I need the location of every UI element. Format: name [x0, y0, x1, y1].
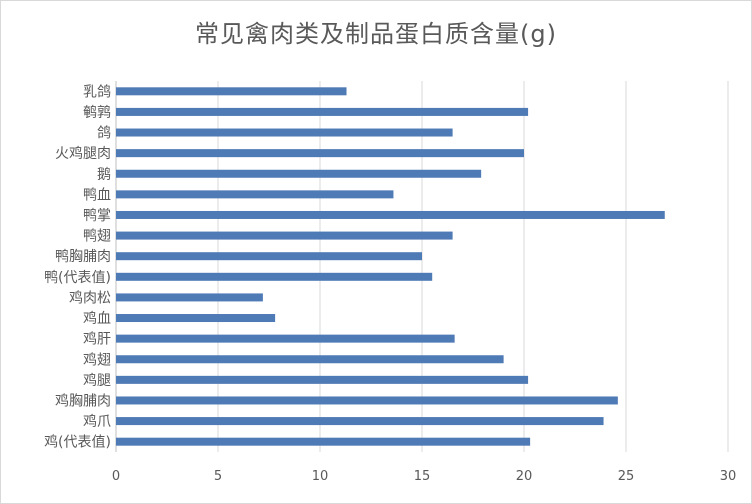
bar-鸡爪	[116, 417, 604, 426]
category-label-鸡(代表值): 鸡(代表值)	[44, 434, 111, 451]
bar-鸡胸脯肉	[116, 396, 618, 405]
bar-鸡腿	[116, 375, 529, 384]
category-label-鹅: 鹅	[97, 166, 111, 183]
category-label-鸭(代表值): 鸭(代表值)	[44, 270, 111, 286]
category-label-鸡血: 鸡血	[83, 310, 111, 327]
bar-鸡翅	[116, 355, 504, 364]
bar-鸡肉松	[116, 293, 263, 302]
bar-鸭胸脯肉	[116, 252, 422, 261]
x-tick-label-25: 25	[618, 469, 635, 484]
bar-鸡血	[116, 314, 276, 323]
category-label-鸭胸脯肉: 鸭胸脯肉	[55, 249, 111, 265]
category-label-鹌鹑: 鹌鹑	[83, 104, 111, 121]
x-tick-label-0: 0	[112, 469, 120, 484]
category-label-乳鸽: 乳鸽	[83, 83, 111, 100]
bar-火鸡腿肉	[116, 149, 524, 158]
category-label-鸭血: 鸭血	[83, 187, 111, 203]
category-label-鸡肝: 鸡肝	[83, 331, 111, 348]
bar-鹅	[116, 169, 482, 178]
category-label-鸡腿: 鸡腿	[83, 372, 111, 389]
category-label-鸡爪: 鸡爪	[83, 413, 111, 430]
category-label-鸭翅: 鸭翅	[83, 229, 111, 245]
bar-鸭掌	[116, 210, 665, 219]
bar-鸡肝	[116, 334, 455, 343]
x-tick-label-20: 20	[516, 469, 533, 484]
category-label-鸡翅: 鸡翅	[83, 351, 111, 368]
category-label-鸡胸脯肉: 鸡胸脯肉	[55, 392, 111, 409]
bar-鸭(代表值)	[116, 272, 433, 281]
chart-title: 常见禽肉类及制品蛋白质含量(g)	[195, 20, 557, 48]
x-tick-label-10: 10	[312, 469, 329, 484]
x-tick-label-5: 5	[214, 469, 222, 484]
bar-鸭翅	[116, 231, 453, 240]
category-label-鸭掌: 鸭掌	[83, 208, 111, 224]
x-tick-label-30: 30	[720, 469, 737, 484]
category-label-鸡肉松: 鸡肉松	[69, 289, 111, 306]
bar-鸭血	[116, 190, 394, 199]
category-label-火鸡腿肉: 火鸡腿肉	[55, 145, 111, 162]
bar-乳鸽	[116, 87, 347, 96]
bar-鸡(代表值)	[116, 437, 531, 446]
x-tick-label-15: 15	[414, 469, 431, 484]
bar-鹌鹑	[116, 107, 529, 116]
category-label-鸽: 鸽	[97, 125, 111, 142]
bar-鸽	[116, 128, 453, 137]
